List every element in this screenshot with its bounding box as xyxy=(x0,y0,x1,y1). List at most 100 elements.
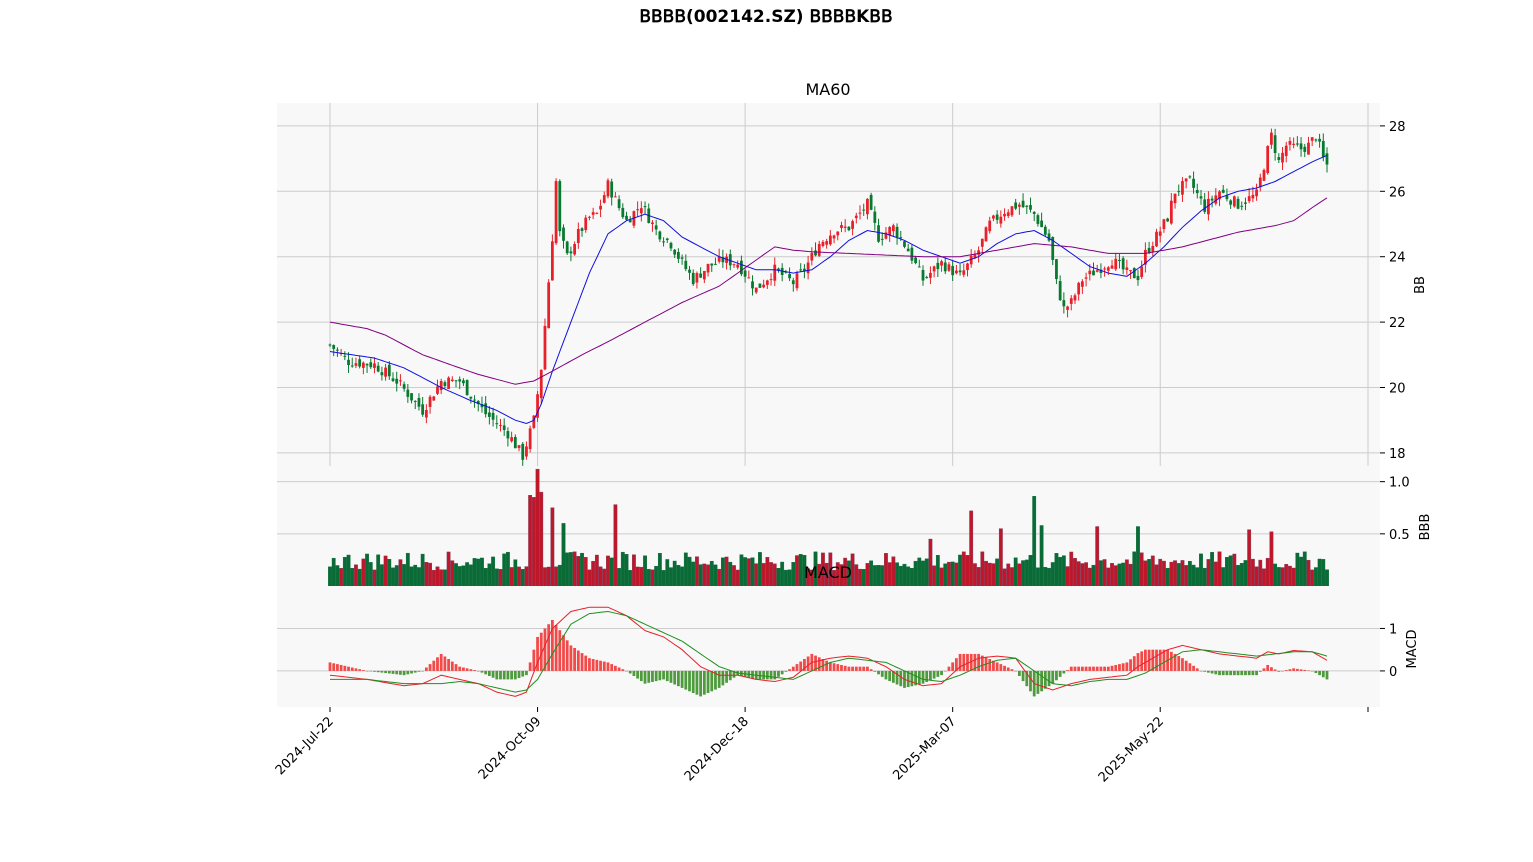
macd-hist-bar xyxy=(332,663,336,671)
candle-body xyxy=(539,369,543,399)
candle-body xyxy=(454,380,458,382)
volume-bar xyxy=(1091,564,1096,587)
macd-hist-bar xyxy=(814,655,817,671)
ma20-line xyxy=(329,154,1328,425)
candle-body xyxy=(702,270,706,280)
macd-hist-bar xyxy=(599,660,602,671)
macd-hist-bar xyxy=(1270,667,1273,671)
candle-body xyxy=(361,362,365,368)
candle-body xyxy=(428,396,432,407)
volume-bar xyxy=(1113,565,1118,587)
volume-bar xyxy=(557,564,562,587)
volume-bar xyxy=(342,557,347,587)
volume-bar xyxy=(1325,569,1329,587)
macd-hist-bar xyxy=(1210,670,1214,674)
volume-bar xyxy=(331,557,336,587)
macd-hist-bar xyxy=(513,670,517,680)
volume-bar xyxy=(724,556,729,587)
volume-bar xyxy=(1180,560,1185,587)
volume-bar xyxy=(1080,563,1085,587)
macd-hist-bar xyxy=(447,659,450,671)
volume-y-axis-label: 𝖡𝖡𝖡 xyxy=(1418,514,1433,541)
volume-bar xyxy=(1273,563,1278,587)
candle-body xyxy=(536,394,539,418)
volume-bar xyxy=(961,551,966,587)
candle-body xyxy=(695,273,699,283)
volume-bar xyxy=(1065,566,1070,587)
macd-hist-bar xyxy=(373,670,376,672)
volume-bar xyxy=(1136,526,1140,587)
candle-body xyxy=(988,220,992,232)
volume-bar xyxy=(409,566,414,587)
macd-hist-bar xyxy=(1158,649,1162,671)
volume-bar xyxy=(1017,563,1022,587)
volume-bar xyxy=(528,495,533,587)
candle-body xyxy=(651,222,654,225)
volume-bar xyxy=(620,551,625,587)
macd-hist-bar xyxy=(1310,670,1314,672)
macd-hist-bar xyxy=(1047,670,1051,687)
macd-hist-bar xyxy=(654,670,658,682)
candle-body xyxy=(1125,267,1129,270)
volume-bar xyxy=(550,507,555,587)
candle-body xyxy=(517,445,521,449)
candle-body xyxy=(951,265,955,276)
candle-body xyxy=(525,446,528,457)
volume-bar xyxy=(917,557,922,587)
candle-body xyxy=(706,263,710,273)
macd-hist-bar xyxy=(595,659,599,671)
volume-bar xyxy=(480,557,484,587)
volume-bar xyxy=(420,553,425,587)
macd-hist-bar xyxy=(706,670,710,693)
volume-bar xyxy=(1317,558,1322,587)
volume-bar xyxy=(602,568,607,587)
macd-hist-bar xyxy=(1055,670,1058,681)
macd-hist-bar xyxy=(1314,670,1318,674)
volume-bar xyxy=(443,569,447,587)
candle-body xyxy=(1192,178,1195,188)
macd-hist-bar xyxy=(943,670,947,672)
volume-bar xyxy=(765,557,770,587)
candle-body xyxy=(599,205,602,210)
volume-bar xyxy=(706,564,710,587)
candle-body xyxy=(1225,195,1229,200)
volume-bar xyxy=(1021,560,1025,587)
macd-hist-bar xyxy=(891,670,895,683)
volume-bar xyxy=(617,568,621,587)
macd-hist-bar xyxy=(999,664,1003,671)
macd-hist-bar xyxy=(358,669,362,671)
macd-hist-bar xyxy=(395,670,399,675)
macd-hist-bar xyxy=(777,670,780,677)
volume-bar xyxy=(680,566,684,587)
candle-body xyxy=(621,207,625,218)
volume-bar xyxy=(1247,529,1252,587)
candle-body xyxy=(1114,258,1118,270)
volume-y-tick-label: 0.5 xyxy=(1389,528,1410,543)
volume-bar xyxy=(676,565,681,587)
macd-hist-bar xyxy=(1066,670,1069,671)
macd-hist-bar xyxy=(980,655,984,671)
macd-hist-bar xyxy=(1088,666,1092,671)
candle-body xyxy=(1273,135,1277,153)
candle-body xyxy=(1092,270,1095,276)
candle-body xyxy=(328,344,332,346)
macd-hist-bar xyxy=(1140,651,1144,671)
volume-bar xyxy=(780,561,785,587)
candle-body xyxy=(591,212,595,215)
candle-body xyxy=(1281,152,1284,163)
macd-hist-bar xyxy=(699,670,703,697)
volume-bar xyxy=(861,569,866,587)
volume-bar xyxy=(732,565,736,587)
price-y-tick-label: 18 xyxy=(1389,447,1406,462)
macd-hist-bar xyxy=(584,655,588,671)
volume-bar xyxy=(750,557,755,587)
macd-hist-bar xyxy=(643,670,647,684)
macd-hist-bar xyxy=(1069,666,1073,671)
macd-hist-bar xyxy=(1073,666,1077,671)
candle-body xyxy=(639,208,643,214)
volume-bar xyxy=(1073,558,1077,587)
volume-bar xyxy=(1124,559,1129,587)
volume-bar xyxy=(461,565,466,587)
candle-body xyxy=(547,282,551,329)
macd-hist-bar xyxy=(1125,662,1129,671)
